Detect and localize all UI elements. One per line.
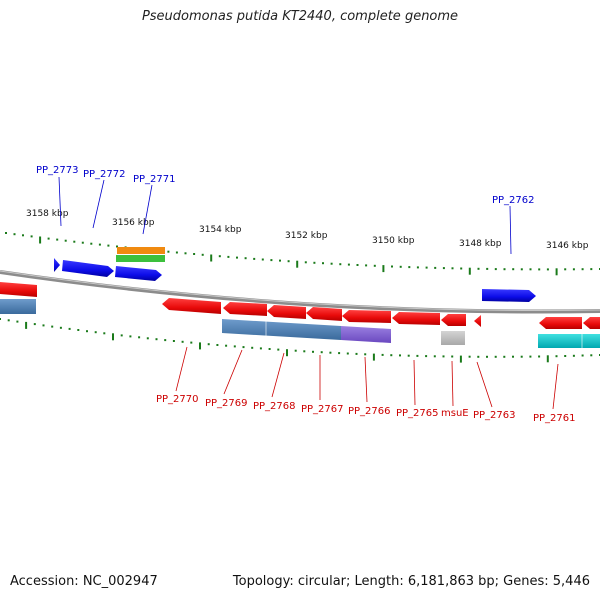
gene-label-pp-2770[interactable]: PP_2770 [156,394,199,405]
gene-label-msue[interactable]: msuE [441,408,469,419]
gene-label-pp-2766[interactable]: PP_2766 [348,406,391,417]
gene-label-pp-2769[interactable]: PP_2769 [205,398,248,409]
scale-label: 3154 kbp [199,225,242,235]
reverse-gene-labels: PP_2770 PP_2769 PP_2768 PP_2767 PP_2766 … [156,346,576,424]
gene-arrow-pp-2767[interactable] [306,307,342,321]
gene-label-pp-2767[interactable]: PP_2767 [301,404,344,415]
forward-strand-features [54,247,536,302]
feature-bar-orange [117,247,165,254]
gene-arrow-pp-2762[interactable] [482,289,536,302]
gene-arrow-pp-2765[interactable] [392,312,440,325]
gene-arrow-pp-2769[interactable] [223,302,267,316]
scale-label: 3150 kbp [372,236,415,246]
gene-label-pp-2773[interactable]: PP_2773 [36,165,79,176]
gene-arrow-pp-2770[interactable] [162,298,221,314]
footer-stats: Topology: circular; Length: 6,181,863 bp… [232,574,590,589]
scale-label: 3158 kbp [26,209,69,219]
feature-bar-steel [222,319,341,340]
gene-arrow-pp-2773[interactable] [54,258,60,272]
gene-arrow-msue[interactable] [441,314,466,326]
gene-label-pp-2768[interactable]: PP_2768 [253,401,296,412]
gene-label-pp-2765[interactable]: PP_2765 [396,408,439,419]
gene-arrow-pp-2766[interactable] [342,310,391,323]
feature-bar-green [116,255,165,262]
feature-bar-grey [441,331,465,345]
gene-label-pp-2772[interactable]: PP_2772 [83,169,126,180]
footer-accession: Accession: NC_002947 [10,574,158,589]
reverse-strand-features [162,298,600,348]
gene-arrow-partial-right [583,317,600,329]
scale-label: 3152 kbp [285,231,328,241]
scale-label: 3156 kbp [112,218,155,228]
scale-label: 3148 kbp [459,239,502,249]
gene-arrow-pp-2771[interactable] [115,266,162,281]
gene-arrow-pp-2763[interactable] [474,315,481,327]
gene-arrow-partial-left-red [0,282,37,297]
gene-label-pp-2771[interactable]: PP_2771 [133,174,176,185]
map-title: Pseudomonas putida KT2440, complete geno… [141,9,459,24]
feature-bar-cyan [538,334,600,348]
gene-arrow-pp-2761[interactable] [539,317,582,329]
feature-bar-purple [341,326,391,343]
gene-arrow-pp-2772[interactable] [62,260,114,277]
scale-label: 3146 kbp [546,241,589,251]
feature-bar-partial-left-steel [0,299,36,314]
gene-label-pp-2761[interactable]: PP_2761 [533,413,576,424]
scale-labels: 3158 kbp 3156 kbp 3154 kbp 3152 kbp 3150… [26,209,589,251]
forward-gene-labels: PP_2773 PP_2772 PP_2771 PP_2762 [36,165,535,255]
gene-label-pp-2762[interactable]: PP_2762 [492,195,535,206]
gene-label-pp-2763[interactable]: PP_2763 [473,410,516,421]
genome-backbone [0,270,600,314]
gene-arrow-pp-2768[interactable] [267,305,306,319]
tick-row-lower [0,318,600,363]
